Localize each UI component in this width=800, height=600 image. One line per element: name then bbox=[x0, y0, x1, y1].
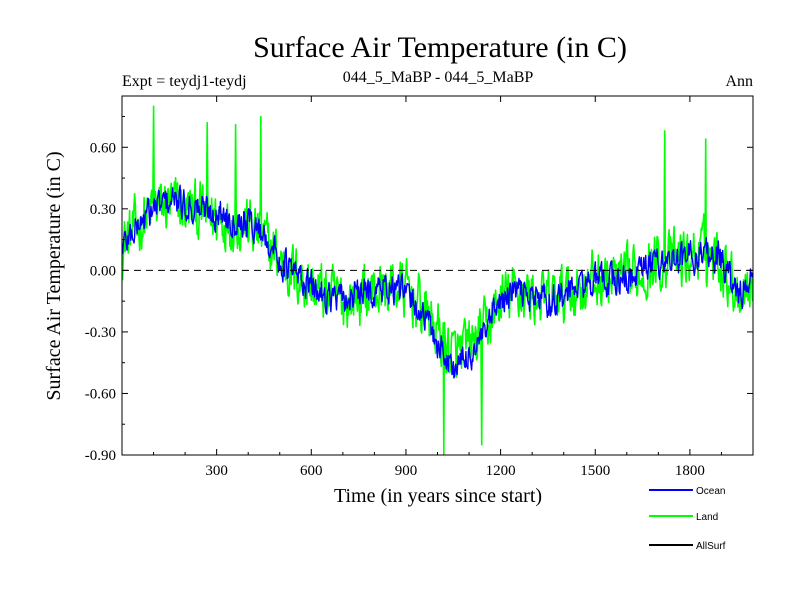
chart-subtitle-right: Ann bbox=[725, 73, 753, 90]
y-tick-label: -0.30 bbox=[85, 325, 116, 341]
x-tick-label: 1500 bbox=[580, 463, 610, 479]
x-tick-label: 1800 bbox=[675, 463, 705, 479]
legend-label-allsurf: AllSurf bbox=[696, 541, 726, 552]
x-tick-label: 600 bbox=[300, 463, 323, 479]
y-axis-label: Surface Air Temperature (in C) bbox=[43, 151, 65, 400]
chart-subtitle-center: 044_5_MaBP - 044_5_MaBP bbox=[343, 69, 534, 86]
x-axis-label: Time (in years since start) bbox=[334, 485, 542, 507]
x-tick-label: 900 bbox=[395, 463, 418, 479]
legend-label-ocean: Ocean bbox=[696, 486, 725, 497]
chart-subtitle-left: Expt = teydj1-teydj bbox=[122, 73, 247, 90]
x-tick-label: 1200 bbox=[486, 463, 516, 479]
y-tick-label: 0.60 bbox=[90, 140, 116, 156]
y-axis: -0.90 -0.60 -0.30 0.00 0.30 0.60 bbox=[85, 116, 753, 464]
y-tick-label: 0.30 bbox=[90, 202, 116, 218]
chart-title: Surface Air Temperature (in C) bbox=[253, 31, 627, 64]
series-line-ocean bbox=[122, 184, 753, 379]
y-tick-label: -0.90 bbox=[85, 448, 116, 464]
y-tick-label: 0.00 bbox=[90, 263, 116, 279]
y-tick-label: -0.60 bbox=[85, 386, 116, 402]
legend: Ocean Land AllSurf bbox=[649, 486, 726, 552]
x-tick-label: 300 bbox=[205, 463, 228, 479]
legend-label-land: Land bbox=[696, 512, 718, 523]
x-axis: 300 600 900 1200 1500 1800 bbox=[153, 96, 722, 479]
series-line-land bbox=[122, 105, 753, 455]
